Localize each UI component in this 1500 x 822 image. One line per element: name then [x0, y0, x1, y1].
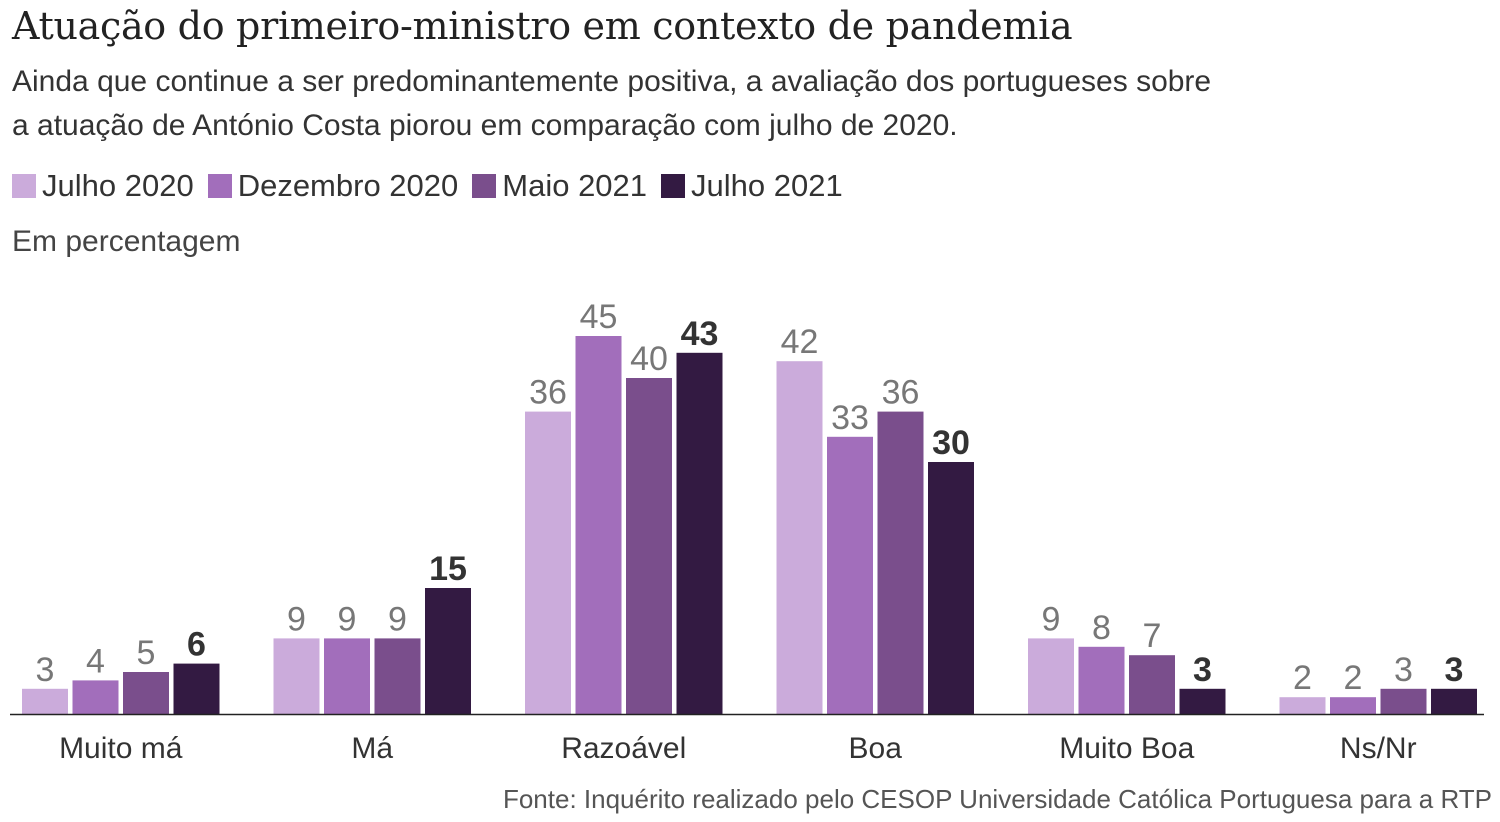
legend-swatch: [12, 174, 36, 198]
subtitle-line-2: a atuação de António Costa piorou em com…: [12, 109, 958, 142]
bar-julho-2020-muito-ma: [22, 688, 68, 714]
data-label-julho-2021-muito-boa: 3: [1193, 651, 1212, 689]
data-label-julho-2020-ma: 9: [287, 600, 306, 638]
data-label-julho-2021-ns-nr: 3: [1445, 651, 1464, 689]
legend: Julho 2020 Dezembro 2020 Maio 2021 Julho…: [12, 168, 857, 204]
data-label-dezembro-2020-ma: 9: [338, 600, 357, 638]
bar-julho-2021-boa: [928, 462, 974, 714]
x-tick-label-ma: Má: [351, 732, 393, 765]
source-note: Fonte: Inquérito realizado pelo CESOP Un…: [502, 784, 1492, 814]
data-label-dezembro-2020-ns-nr: 2: [1344, 659, 1363, 697]
bar-julho-2020-boa: [776, 361, 823, 714]
legend-swatch: [661, 174, 686, 198]
unit-label: Em percentagem: [12, 225, 241, 258]
bar-julho-2021-ns-nr: [1431, 688, 1477, 714]
legend-label: Dezembro 2020: [237, 168, 459, 203]
bar-maio-2021-ns-nr: [1380, 688, 1427, 714]
data-label-julho-2020-muito-ma: 3: [36, 651, 55, 689]
data-label-maio-2021-razoavel: 40: [630, 340, 668, 378]
bar-julho-2021-muito-boa: [1179, 688, 1226, 714]
bar-maio-2021-ma: [374, 638, 421, 714]
data-label-dezembro-2020-boa: 33: [831, 399, 869, 437]
bar-maio-2021-boa: [877, 411, 924, 714]
bar-group-boa: 42 33 36 30: [776, 323, 974, 714]
chart-subtitle: Ainda que continue a ser predominantemen…: [12, 60, 1462, 148]
bar-maio-2021-muito-boa: [1129, 655, 1175, 714]
x-tick-label-boa: Boa: [849, 732, 903, 765]
bar-julho-2021-ma: [425, 588, 471, 714]
data-label-julho-2020-razoavel: 36: [529, 374, 567, 412]
data-label-julho-2021-boa: 30: [932, 424, 970, 462]
legend-item-julho-2020: Julho 2020: [12, 168, 194, 204]
legend-label: Julho 2020: [42, 168, 194, 203]
bar-dezembro-2020-boa: [827, 436, 873, 714]
data-label-julho-2020-ns-nr: 2: [1293, 659, 1312, 697]
legend-label: Julho 2021: [691, 168, 843, 203]
bar-julho-2020-ns-nr: [1279, 697, 1326, 714]
chart-title: Atuação do primeiro-ministro em contexto…: [12, 4, 1073, 48]
x-tick-label-razoavel: Razoável: [561, 732, 686, 765]
bar-group-muito-boa: 9 8 73: [1028, 600, 1226, 714]
x-tick-label-muito-ma: Muito má: [59, 732, 183, 765]
data-label-maio-2021-muito-ma: 5: [137, 634, 156, 672]
legend-swatch: [207, 174, 232, 198]
bar-julho-2020-razoavel: [525, 411, 571, 714]
legend-item-julho-2021: Julho 2021: [661, 168, 843, 204]
data-label-dezembro-2020-razoavel: 45: [580, 298, 618, 336]
data-label-maio-2021-boa: 36: [882, 374, 920, 412]
bar-maio-2021-muito-ma: [123, 672, 169, 714]
x-tick-label-ns-nr: Ns/Nr: [1340, 732, 1417, 765]
bar-julho-2021-razoavel: [676, 352, 723, 714]
data-label-maio-2021-ma: 9: [388, 600, 407, 638]
bar-julho-2021-muito-ma: [173, 663, 220, 714]
data-label-maio-2021-muito-boa: 7: [1143, 617, 1162, 655]
data-label-julho-2021-muito-ma: 6: [187, 626, 206, 664]
data-label-maio-2021-ns-nr: 3: [1394, 651, 1413, 689]
legend-item-dezembro-2020: Dezembro 2020: [207, 168, 459, 204]
data-label-julho-2021-ma: 15: [429, 550, 467, 588]
legend-swatch: [472, 174, 497, 198]
bar-julho-2020-ma: [273, 638, 320, 714]
legend-label: Maio 2021: [502, 168, 648, 203]
legend-item-maio-2021: Maio 2021: [472, 168, 647, 204]
data-label-julho-2021-razoavel: 43: [681, 315, 719, 353]
data-label-julho-2020-boa: 42: [781, 323, 819, 361]
bar-dezembro-2020-razoavel: [575, 336, 622, 714]
bar-dezembro-2020-muito-ma: [72, 680, 119, 714]
bar-group-ma: 9 9 915: [273, 550, 471, 714]
bar-dezembro-2020-muito-boa: [1078, 646, 1125, 714]
bar-dezembro-2020-ma: [324, 638, 370, 714]
data-label-dezembro-2020-muito-boa: 8: [1092, 609, 1111, 647]
data-label-julho-2020-muito-boa: 9: [1042, 600, 1061, 638]
bar-group-razoavel: 36 45 40 43: [525, 298, 723, 714]
x-tick-label-muito-boa: Muito Boa: [1059, 732, 1194, 765]
bar-maio-2021-razoavel: [626, 378, 672, 714]
data-label-dezembro-2020-muito-ma: 4: [86, 642, 105, 680]
bar-julho-2020-muito-boa: [1028, 638, 1074, 714]
bar-dezembro-2020-ns-nr: [1330, 697, 1376, 714]
subtitle-line-1: Ainda que continue a ser predominantemen…: [12, 65, 1212, 98]
